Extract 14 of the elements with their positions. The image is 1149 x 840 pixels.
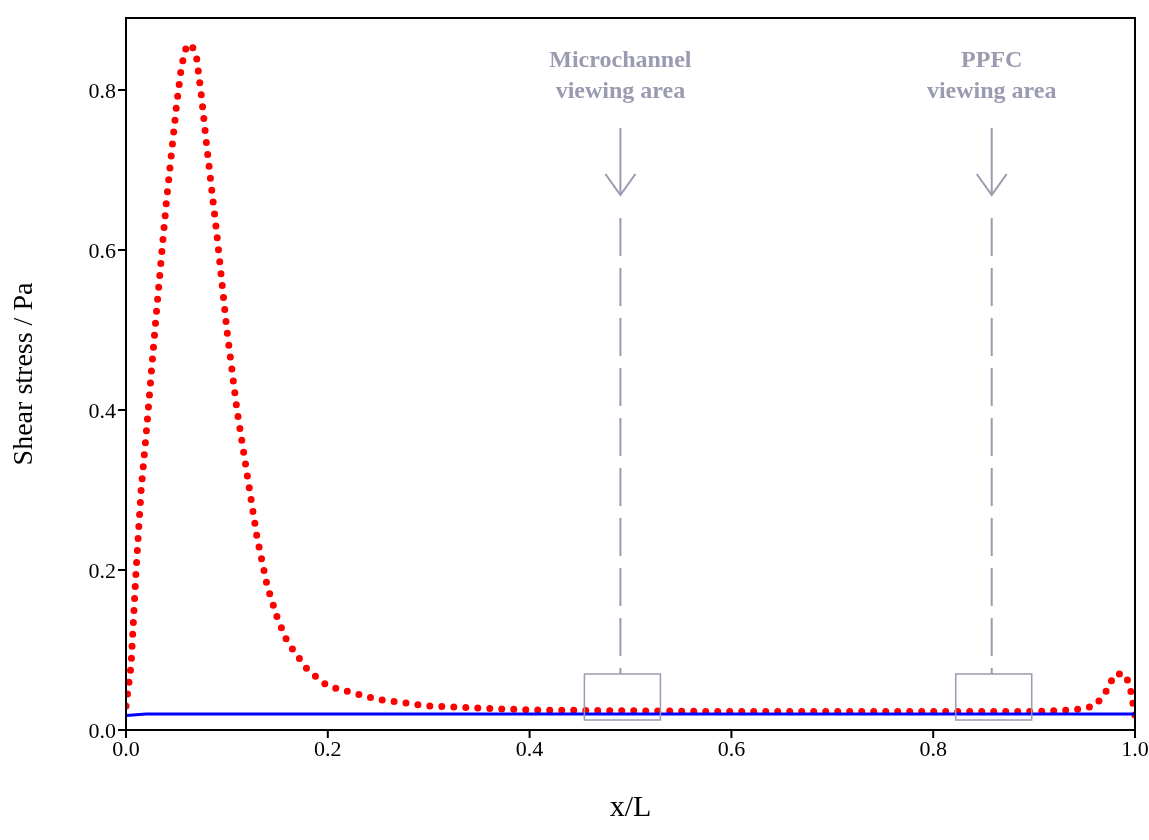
- x-axis-title: x/L: [609, 789, 652, 822]
- ref-line-label: PPFC viewing area: [925, 45, 1058, 105]
- x-tick-label: 0.8: [919, 735, 947, 761]
- y-tick-label: 0.2: [88, 557, 116, 583]
- y-tick-label: 0.0: [88, 717, 116, 743]
- y-tick-label: 0.4: [88, 397, 116, 423]
- y-tick-label: 0.8: [88, 77, 116, 103]
- y-tick-label: 0.6: [88, 237, 116, 263]
- x-tick-label: 0.4: [515, 735, 544, 761]
- x-tick-label: 0.2: [314, 735, 342, 761]
- ref-line-label: Microchannel viewing area: [548, 45, 693, 105]
- x-tick-label: 0.6: [717, 735, 746, 761]
- x-tick-label: 1.0: [1121, 735, 1149, 761]
- y-axis-title: Shear stress / Pa: [6, 282, 38, 466]
